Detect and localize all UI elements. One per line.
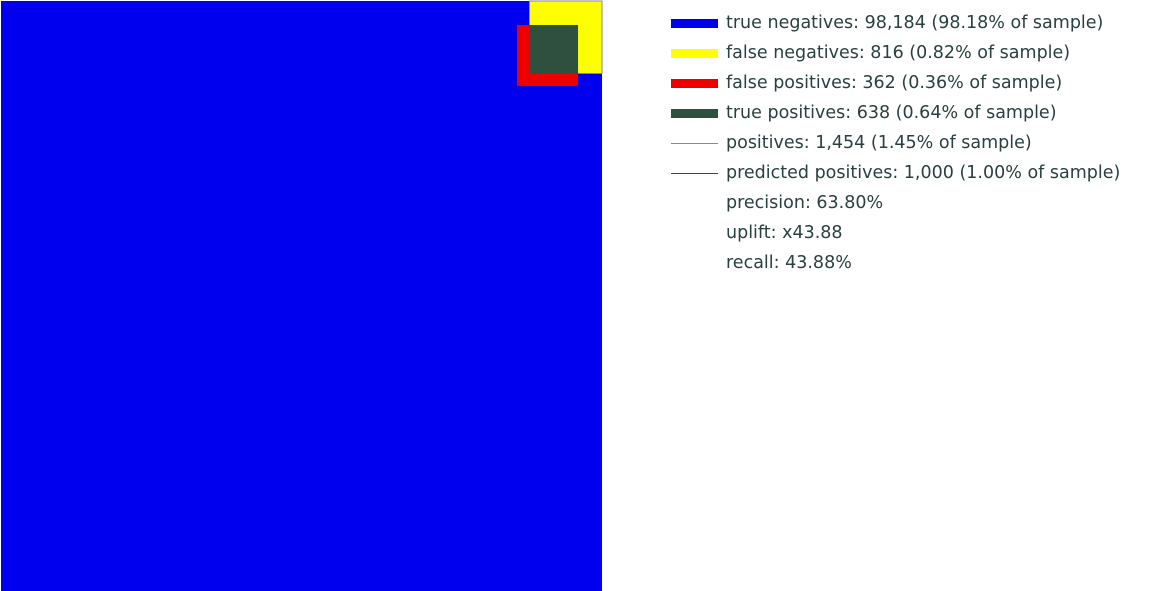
true-negatives-region	[1, 1, 602, 591]
legend-item-recall: recall: 43.88%	[671, 249, 1158, 279]
legend-item-false-negatives[interactable]: false negatives: 816 (0.82% of sample)	[671, 39, 1158, 69]
legend-label-true-negatives: true negatives: 98,184 (98.18% of sample…	[726, 13, 1104, 33]
legend-swatch-false-positives	[671, 79, 718, 88]
legend-label-predicted-positives: predicted positives: 1,000 (1.00% of sam…	[726, 163, 1121, 183]
legend-item-true-positives[interactable]: true positives: 638 (0.64% of sample)	[671, 99, 1158, 129]
legend-label-positives: positives: 1,454 (1.45% of sample)	[726, 133, 1032, 153]
legend-item-true-negatives[interactable]: true negatives: 98,184 (98.18% of sample…	[671, 9, 1158, 39]
legend-swatch-true-positives	[671, 109, 718, 118]
legend-label-false-negatives: false negatives: 816 (0.82% of sample)	[726, 43, 1071, 63]
true-positives-region	[529, 25, 578, 74]
legend-swatch-positives	[671, 143, 718, 144]
legend-label-uplift: uplift: x43.88	[726, 223, 843, 243]
legend-swatch-true-negatives	[671, 19, 718, 28]
legend-item-false-positives[interactable]: false positives: 362 (0.36% of sample)	[671, 69, 1158, 99]
legend-label-precision: precision: 63.80%	[726, 193, 884, 213]
legend-item-positives[interactable]: positives: 1,454 (1.45% of sample)	[671, 129, 1158, 159]
legend-swatch-predicted-positives	[671, 173, 718, 174]
legend-item-uplift: uplift: x43.88	[671, 219, 1158, 249]
chart-legend: true negatives: 98,184 (98.18% of sample…	[671, 9, 1158, 279]
legend-label-false-positives: false positives: 362 (0.36% of sample)	[726, 73, 1063, 93]
legend-label-true-positives: true positives: 638 (0.64% of sample)	[726, 103, 1057, 123]
legend-swatch-false-negatives	[671, 49, 718, 58]
legend-item-predicted-positives[interactable]: predicted positives: 1,000 (1.00% of sam…	[671, 159, 1158, 189]
confusion-matrix-chart	[1, 0, 603, 591]
legend-item-precision: precision: 63.80%	[671, 189, 1158, 219]
legend-label-recall: recall: 43.88%	[726, 253, 852, 273]
